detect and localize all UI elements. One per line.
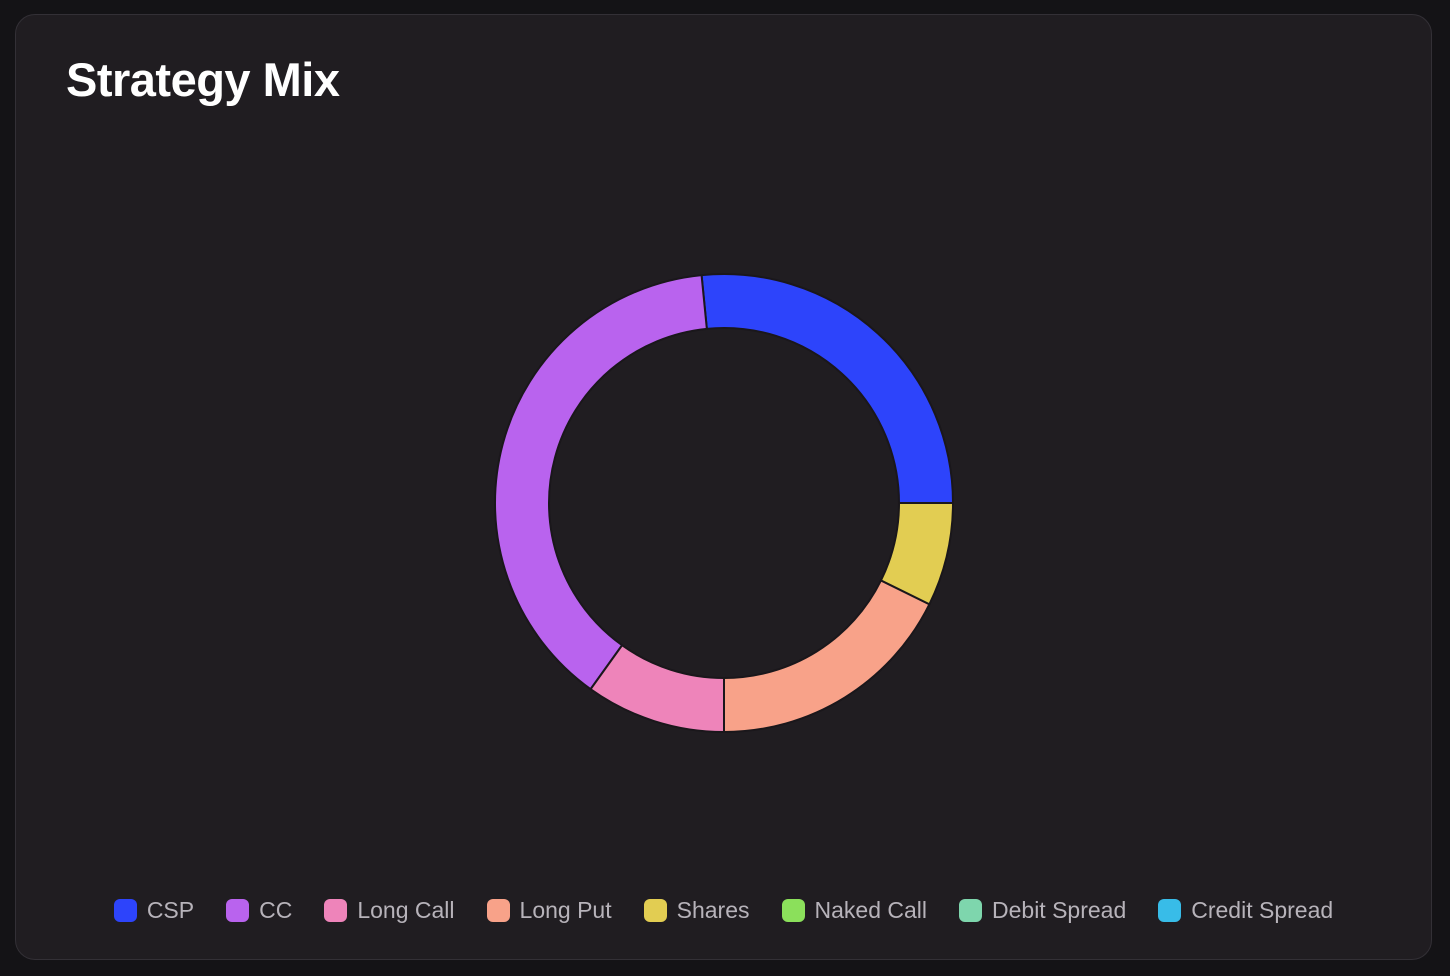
legend-swatch <box>226 899 250 922</box>
donut-slice-shares[interactable] <box>879 502 955 606</box>
legend-label: Debit Spread <box>992 897 1127 923</box>
strategy-mix-card: Strategy Mix CSP CC Long Call Long Put Share… <box>15 14 1432 960</box>
legend-label: Shares <box>676 897 750 923</box>
donut-slice-csp[interactable] <box>700 273 955 504</box>
legend-swatch <box>643 899 667 922</box>
legend-item-shares[interactable]: Shares <box>643 897 750 924</box>
legend-label: Credit Spread <box>1191 897 1334 923</box>
legend-item-naked-call[interactable]: Naked Call <box>781 897 928 924</box>
donut-slice-cc[interactable] <box>494 274 708 691</box>
legend-item-credit-spread[interactable]: Credit Spread <box>1158 897 1333 924</box>
legend-swatch <box>113 899 137 922</box>
legend-label: Naked Call <box>814 897 928 923</box>
legend-label: Long Call <box>357 897 455 923</box>
legend-item-csp[interactable]: CSP <box>113 897 195 924</box>
legend-swatch <box>1158 899 1182 922</box>
legend-item-cc[interactable]: CC <box>226 897 292 924</box>
legend-item-long-put[interactable]: Long Put <box>486 897 612 924</box>
card-title: Strategy Mix <box>66 53 340 106</box>
donut-slice-long-put[interactable] <box>723 579 931 734</box>
legend-swatch <box>781 899 805 922</box>
chart-legend: CSP CC Long Call Long Put Shares Naked Call De… <box>16 897 1431 924</box>
legend-label: CC <box>259 897 293 923</box>
legend-swatch <box>959 899 982 922</box>
legend-item-long-call[interactable]: Long Call <box>324 897 455 924</box>
legend-label: CSP <box>146 897 195 923</box>
legend-item-debit-spread[interactable]: Debit Spread <box>959 897 1126 924</box>
legend-label: Long Put <box>519 897 612 923</box>
legend-swatch <box>324 899 348 922</box>
donut-chart <box>494 273 955 734</box>
legend-swatch <box>486 899 510 922</box>
